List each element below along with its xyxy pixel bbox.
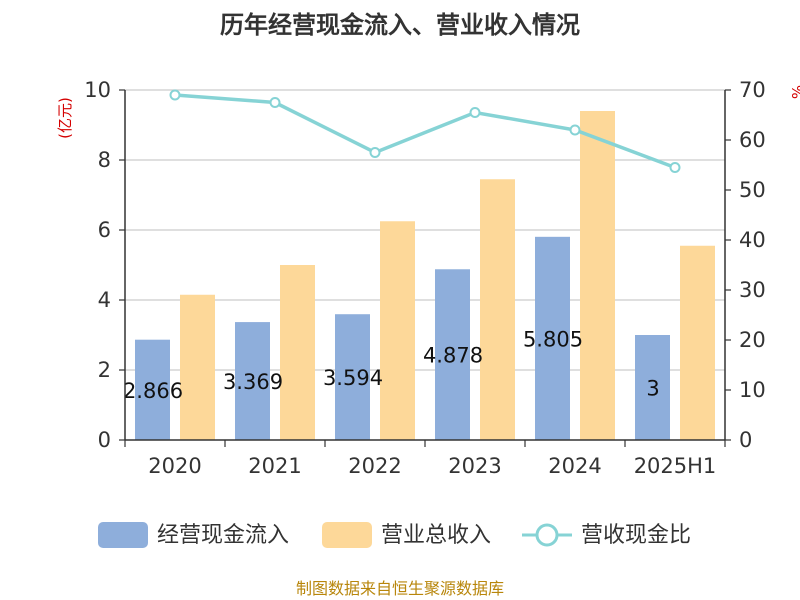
line-point-ratio <box>169 89 181 101</box>
chart-title: 历年经营现金流入、营业收入情况 <box>220 11 580 39</box>
right-tick-label: 30 <box>739 278 766 302</box>
legend-marker-ratio <box>535 523 559 547</box>
data-label-cash-inflow: 3.594 <box>323 366 383 390</box>
source-note: 制图数据来自恒生聚源数据库 <box>296 579 504 598</box>
data-label-cash-inflow: 2.866 <box>123 379 183 403</box>
data-labels: 2.866 3.369 3.594 4.878 5.805 3 <box>123 327 660 402</box>
bar-cash-inflow <box>335 314 370 440</box>
legend-swatch-revenue <box>322 522 372 548</box>
bar-revenue <box>180 294 215 440</box>
right-tick-label: 20 <box>739 328 766 352</box>
x-tick-label: 2022 <box>348 454 401 478</box>
line-point-ratio <box>469 107 481 118</box>
bar-revenue <box>480 179 515 440</box>
x-tick-label: 2020 <box>148 454 201 478</box>
legend-label-revenue: 营业总收入 <box>381 523 491 548</box>
right-tick-label: 40 <box>739 228 766 252</box>
line-point-ratio <box>569 124 581 136</box>
left-tick-label: 6 <box>98 218 111 242</box>
right-tick-label: 10 <box>739 378 766 402</box>
right-tick-label: 50 <box>739 178 766 202</box>
bar-revenue <box>280 265 315 440</box>
left-tick-label: 2 <box>98 358 111 382</box>
data-label-cash-inflow: 4.878 <box>423 344 483 368</box>
right-tick-label: 60 <box>739 128 766 152</box>
bar-cash-inflow <box>635 335 670 440</box>
left-tick-label: 4 <box>98 288 111 312</box>
legend-swatch-cash-inflow <box>98 522 148 548</box>
bar-cash-inflow <box>435 269 470 440</box>
bar-series <box>135 111 715 440</box>
right-axis-unit: % <box>789 85 800 99</box>
data-label-cash-inflow: 3 <box>646 377 659 401</box>
line-point-ratio <box>369 147 381 158</box>
legend: 经营现金流入 营业总收入 营收现金比 <box>98 522 691 548</box>
data-label-cash-inflow: 3.369 <box>223 370 283 394</box>
left-tick-label: 0 <box>98 428 111 452</box>
gridlines <box>125 89 725 371</box>
bar-cash-inflow <box>535 236 570 440</box>
x-tick-label: 2025H1 <box>634 454 717 478</box>
x-tick-label: 2023 <box>448 454 501 478</box>
right-tick-label: 0 <box>739 428 752 452</box>
axis-ticks: 0 2 4 6 8 10 0 10 20 30 40 50 60 70 2020 2021 2022 2023 20… <box>84 78 765 478</box>
left-tick-label: 8 <box>98 148 111 172</box>
x-tick-label: 2021 <box>248 454 301 478</box>
line-series <box>169 89 681 173</box>
left-axis-unit: (亿元) <box>56 97 74 139</box>
x-tick-label: 2024 <box>548 454 601 478</box>
bar-revenue <box>380 221 415 440</box>
bar-cash-inflow <box>135 339 170 440</box>
legend-label-cash-inflow: 经营现金流入 <box>157 523 289 548</box>
line-point-ratio <box>269 97 281 108</box>
bar-revenue <box>680 245 715 440</box>
left-tick-label: 10 <box>84 78 111 102</box>
line-point-ratio <box>669 162 681 173</box>
legend-label-ratio: 营收现金比 <box>581 523 691 548</box>
bar-cash-inflow <box>235 322 270 440</box>
bar-revenue <box>580 111 615 440</box>
line-ratio <box>174 93 676 170</box>
data-label-cash-inflow: 5.805 <box>523 327 583 351</box>
right-tick-label: 70 <box>739 78 766 102</box>
